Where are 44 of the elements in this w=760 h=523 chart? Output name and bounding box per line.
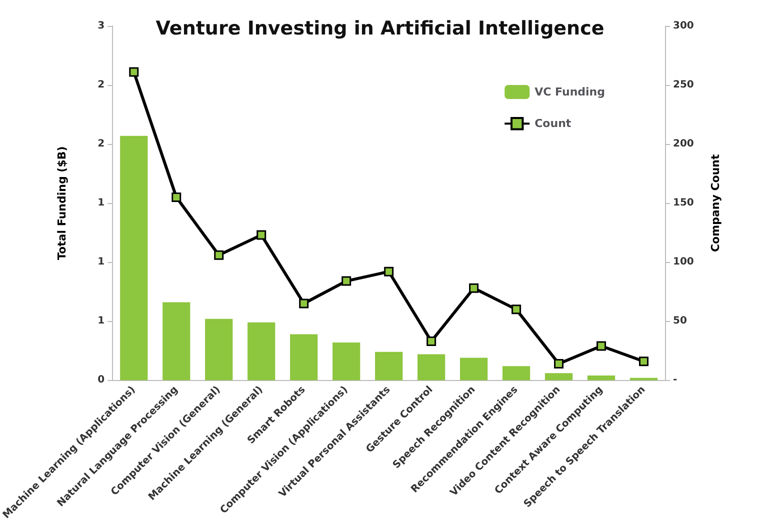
- point: [426, 336, 436, 346]
- y-tick-label: 1: [98, 198, 105, 209]
- y2-tick-label: 300: [673, 20, 694, 32]
- bar: [460, 358, 488, 380]
- y2-tick-label: 100: [673, 256, 694, 268]
- bar: [502, 366, 530, 380]
- bar: [248, 322, 276, 380]
- y2-tick-label: 250: [673, 80, 694, 91]
- y-tick-label: 1: [98, 316, 105, 327]
- bar: [332, 342, 360, 380]
- point: [129, 67, 139, 77]
- y-tick-label: 0: [98, 374, 105, 386]
- y-tick-label: 2: [98, 138, 105, 150]
- y-tick-label: 3: [98, 20, 105, 32]
- y-axis-title: Total Funding ($B): [56, 146, 69, 260]
- y-tick-label: 1: [98, 256, 105, 268]
- bar: [418, 354, 446, 380]
- point: [299, 298, 309, 308]
- point: [639, 356, 649, 366]
- y2-tick-label: 50: [673, 316, 687, 327]
- y2-tick-label: -: [673, 374, 678, 386]
- bar: [205, 318, 233, 380]
- legend-label: VC Funding: [534, 86, 606, 98]
- bar: [120, 136, 148, 380]
- bar: [375, 352, 403, 380]
- bar: [290, 334, 318, 380]
- y2-tick-label: 200: [673, 138, 694, 150]
- legend-label: Count: [534, 117, 572, 130]
- point: [554, 358, 564, 368]
- point: [596, 341, 606, 351]
- point: [384, 266, 394, 276]
- chart-title: Venture Investing in Artificial Intelligence: [156, 18, 604, 40]
- y2-axis-title: Company Count: [709, 154, 722, 252]
- point: [469, 283, 479, 293]
- bar: [162, 302, 190, 380]
- point: [342, 276, 352, 286]
- bar: [544, 373, 573, 380]
- y2-tick-label: 150: [673, 198, 694, 209]
- point: [512, 304, 522, 314]
- point: [256, 230, 266, 240]
- point: [214, 250, 224, 260]
- bar: [587, 376, 616, 380]
- y-tick-label: 2: [98, 80, 105, 91]
- point: [172, 192, 182, 202]
